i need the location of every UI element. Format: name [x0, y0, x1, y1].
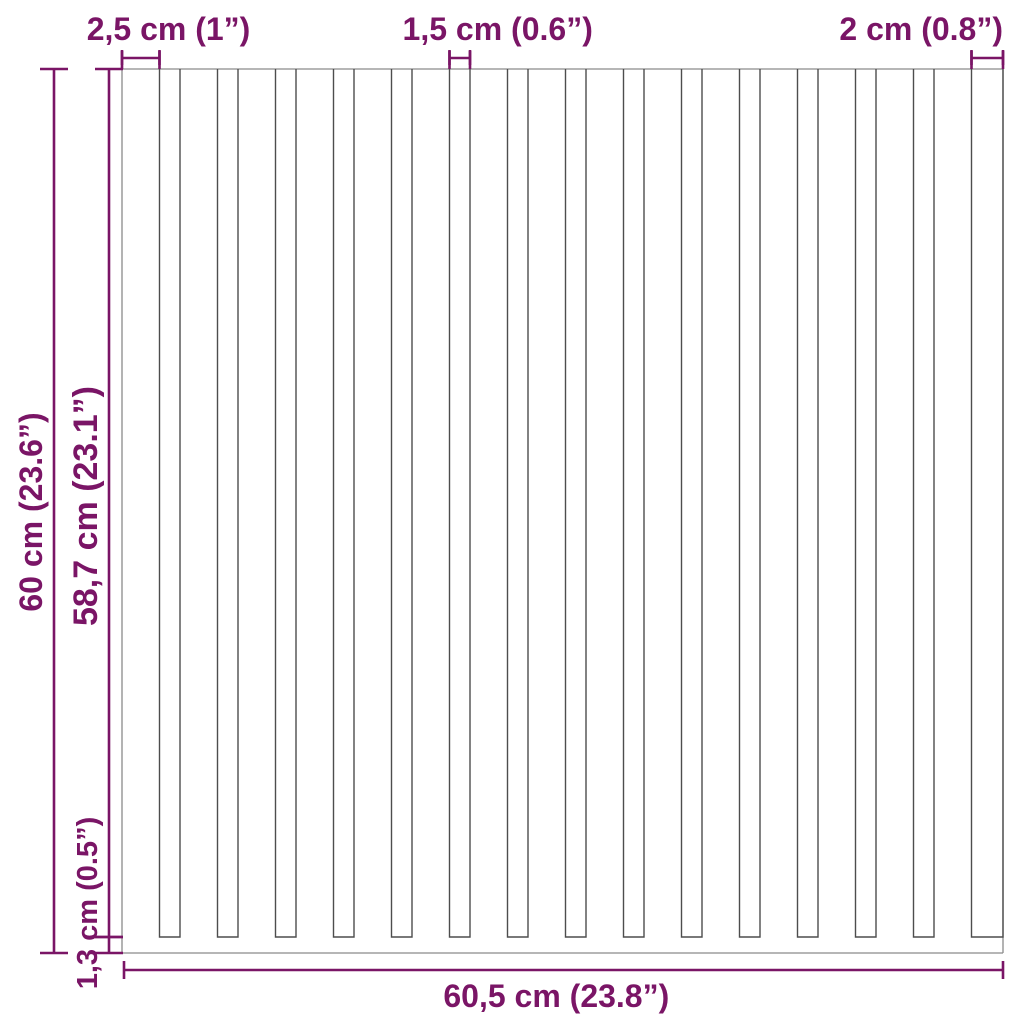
svg-text:2 cm (0.8”): 2 cm (0.8”) — [839, 11, 1003, 47]
svg-text:2,5 cm (1”): 2,5 cm (1”) — [87, 11, 251, 47]
svg-text:1,5 cm (0.6”): 1,5 cm (0.6”) — [403, 11, 593, 47]
svg-text:58,7 cm (23.1”): 58,7 cm (23.1”) — [67, 386, 105, 626]
svg-text:1,3 cm (0.5”): 1,3 cm (0.5”) — [72, 817, 104, 989]
svg-text:60,5 cm (23.8”): 60,5 cm (23.8”) — [443, 978, 669, 1014]
svg-text:60 cm (23.6”): 60 cm (23.6”) — [13, 412, 49, 611]
